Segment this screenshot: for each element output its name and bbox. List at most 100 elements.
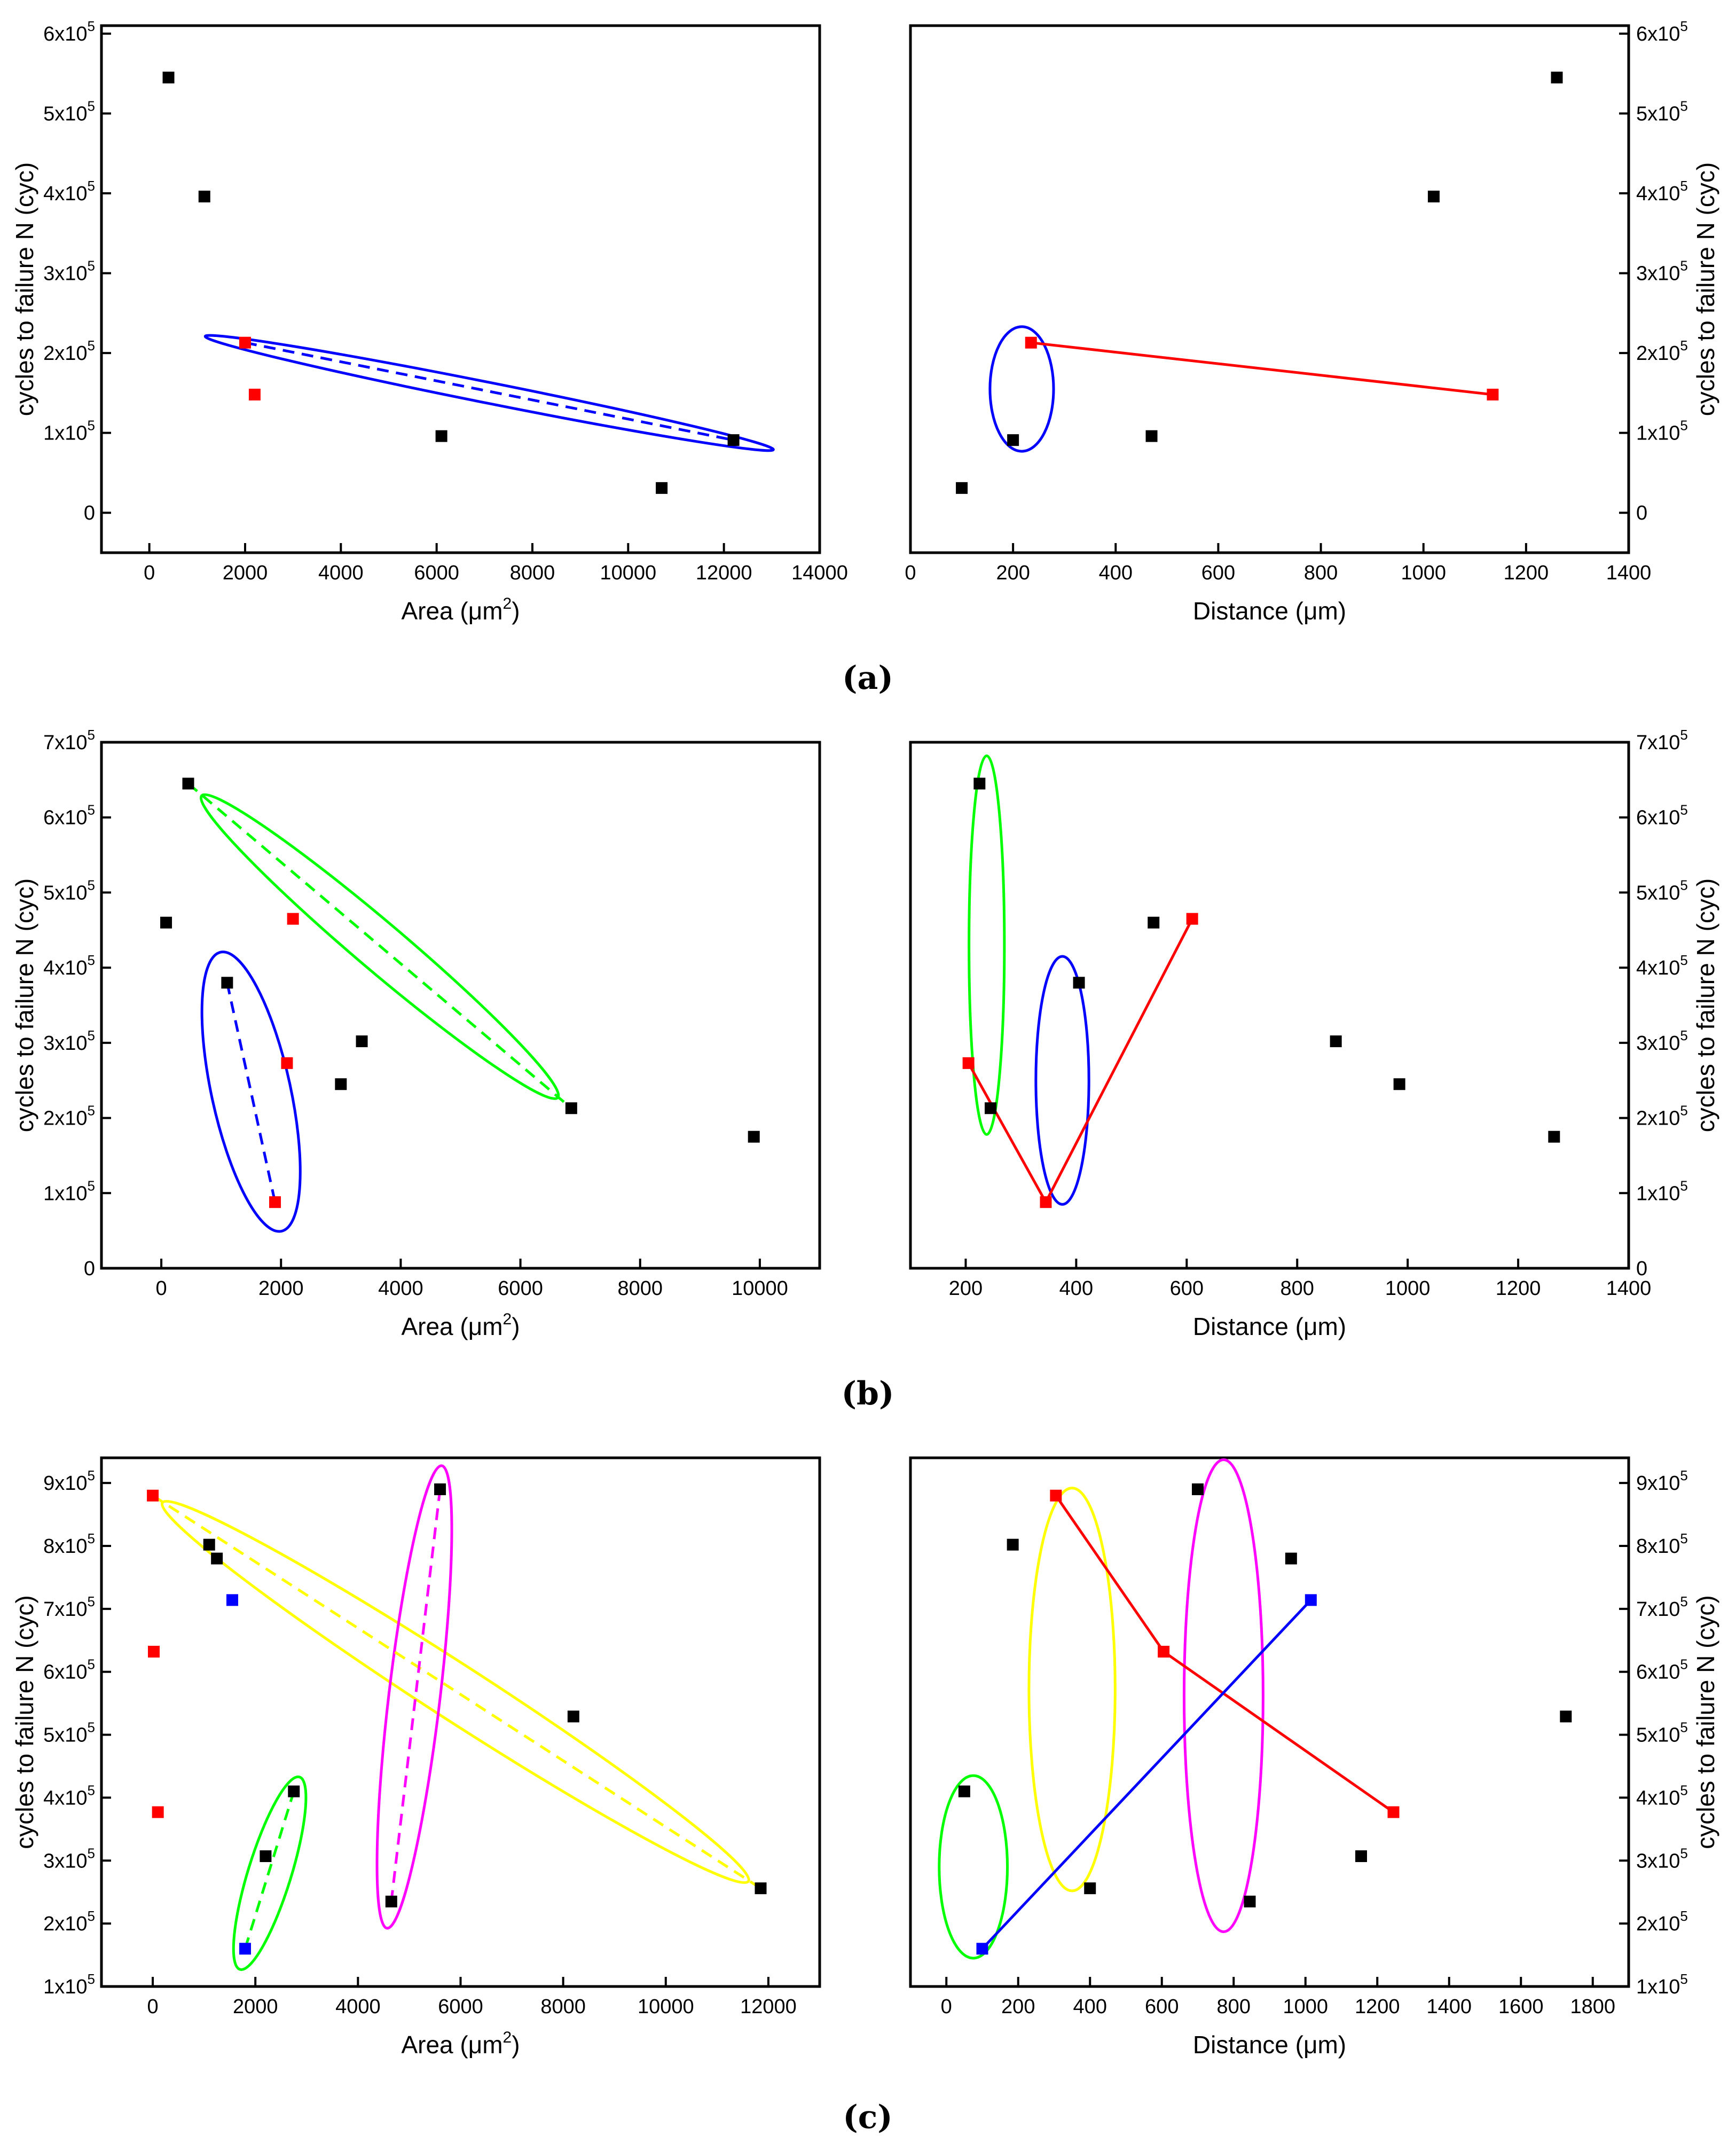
y-tick-label: 1x105 <box>43 418 95 445</box>
y-tick-label: 1x105 <box>1636 418 1688 445</box>
x-tick-label: 200 <box>949 1277 983 1300</box>
red-line <box>1031 341 1493 396</box>
panel-b: (b)0 2000 4000 6000 8000 100007x1056x1055x105… <box>11 727 1719 1412</box>
x-tick-label: 14000 <box>791 562 848 584</box>
y-tick-label: 7x105 <box>43 1593 95 1621</box>
plot-frame <box>100 741 821 1270</box>
black-data-point <box>973 778 986 790</box>
panel-c: (c)0 2000 4000 6000 8000 10000 120009x1058x105… <box>11 1456 1719 2136</box>
black-data-point <box>1007 1538 1019 1551</box>
red-data-point <box>147 1489 159 1502</box>
x-tick-label: 4000 <box>378 1277 423 1300</box>
black-data-point <box>1244 1895 1256 1907</box>
y-tick-label: 8x105 <box>43 1530 95 1558</box>
x-tick-label: 12000 <box>740 1996 797 2018</box>
red-data-point <box>1387 1806 1400 1818</box>
black-data-point <box>1548 1130 1560 1143</box>
black-data-point <box>565 1102 577 1114</box>
plot-area <box>956 72 1563 494</box>
plot-area <box>160 778 760 1233</box>
red-line <box>1162 1650 1394 1813</box>
y-tick-label: 2x105 <box>43 1908 95 1935</box>
y-axis-label: cycles to failure N (cyc) <box>1692 162 1719 416</box>
red-data-point <box>962 1057 975 1069</box>
x-tick-label: 4000 <box>318 562 364 584</box>
x-tick-label: 6000 <box>438 1996 483 2018</box>
x-tick-label: 600 <box>1201 562 1235 584</box>
red-data-point <box>1158 1646 1170 1658</box>
x-tick-label: 2000 <box>258 1277 304 1300</box>
x-tick-label: 0 <box>941 1996 952 2018</box>
yellow-ellipse <box>160 1499 750 1884</box>
plot-frame <box>909 1456 1630 1988</box>
y-tick-label: 2x105 <box>1636 1103 1688 1130</box>
red-line <box>967 1062 1047 1203</box>
black-data-point <box>1148 916 1160 929</box>
green-dashed-line <box>187 782 572 1110</box>
y-tick-label: 1x105 <box>43 1971 95 1998</box>
red-data-point <box>1040 1196 1052 1208</box>
x-tick-label: 1800 <box>1570 1996 1615 2018</box>
black-data-point <box>385 1895 397 1907</box>
x-tick-label: 800 <box>1281 1277 1314 1300</box>
blue-data-point <box>226 1594 238 1606</box>
blue-ellipse <box>200 951 302 1233</box>
y-tick-label: 9x105 <box>43 1467 95 1495</box>
y-tick-label: 1x105 <box>43 1177 95 1205</box>
x-tick-label: 0 <box>144 562 155 584</box>
x-tick-label: 1000 <box>1283 1996 1328 2018</box>
magenta-ellipse <box>1182 1458 1264 1933</box>
black-data-point <box>748 1130 760 1143</box>
y-tick-label: 3x105 <box>1636 1027 1688 1055</box>
y-tick-label: 9x105 <box>1636 1467 1688 1495</box>
green-dashed-line <box>243 1791 295 1950</box>
black-data-point <box>356 1035 368 1048</box>
x-tick-label: 2000 <box>223 562 268 584</box>
black-data-point <box>727 434 740 446</box>
y-tick-label: 6x105 <box>1636 802 1688 829</box>
x-axis-label: Area (μm2) <box>401 2029 520 2059</box>
blue-ellipse <box>988 325 1055 453</box>
y-tick-label: 2x105 <box>1636 337 1688 365</box>
chart-b-area: 0 2000 4000 6000 8000 10000 7x105 6x105 5x105 4x1… <box>11 727 821 1340</box>
panel-a: (a)0 2000 4000 6000 8000 10000 12000 140006x105… <box>11 18 1719 697</box>
blue-line <box>981 1599 1312 1950</box>
blue-data-point <box>1305 1594 1317 1606</box>
black-data-point <box>162 72 175 84</box>
black-data-point <box>1393 1078 1405 1090</box>
y-tick-label: 5x105 <box>43 877 95 904</box>
green-ellipse <box>938 1774 1009 1960</box>
y-tick-label: 4x105 <box>1636 1782 1688 1809</box>
y-tick-label: 5x105 <box>1636 877 1688 904</box>
red-data-point <box>152 1806 164 1818</box>
x-tick-label: 2000 <box>233 1996 278 2018</box>
yellow-ellipse <box>1027 1487 1117 1892</box>
y-tick-label: 2x105 <box>1636 1908 1688 1935</box>
black-data-point <box>755 1882 767 1895</box>
blue-data-point <box>976 1943 988 1955</box>
black-data-point <box>1084 1882 1096 1895</box>
y-axis-label: cycles to failure N (cyc) <box>1692 1595 1719 1849</box>
black-data-point <box>1355 1850 1367 1863</box>
black-data-point <box>335 1078 347 1090</box>
magenta-ellipse <box>375 1464 453 1930</box>
green-ellipse <box>232 1775 308 1971</box>
black-data-point <box>1551 72 1563 84</box>
plot-frame <box>909 24 1630 554</box>
y-tick-label: 3x105 <box>1636 1845 1688 1872</box>
black-data-point <box>656 482 668 494</box>
y-tick-label: 7x105 <box>1636 1593 1688 1621</box>
x-tick-label: 400 <box>1099 562 1133 584</box>
black-data-point <box>288 1785 300 1797</box>
black-data-point <box>260 1850 272 1863</box>
y-tick-label: 0 <box>1636 502 1647 524</box>
black-data-point <box>221 977 233 989</box>
y-tick-label: 3x105 <box>43 1027 95 1055</box>
red-data-point <box>1186 913 1198 925</box>
plot-frame <box>909 741 1630 1270</box>
plot-area <box>962 754 1560 1208</box>
x-tick-label: 0 <box>156 1277 167 1300</box>
red-data-point <box>287 913 299 925</box>
black-data-point <box>985 1102 997 1114</box>
plot-frame <box>100 24 821 554</box>
